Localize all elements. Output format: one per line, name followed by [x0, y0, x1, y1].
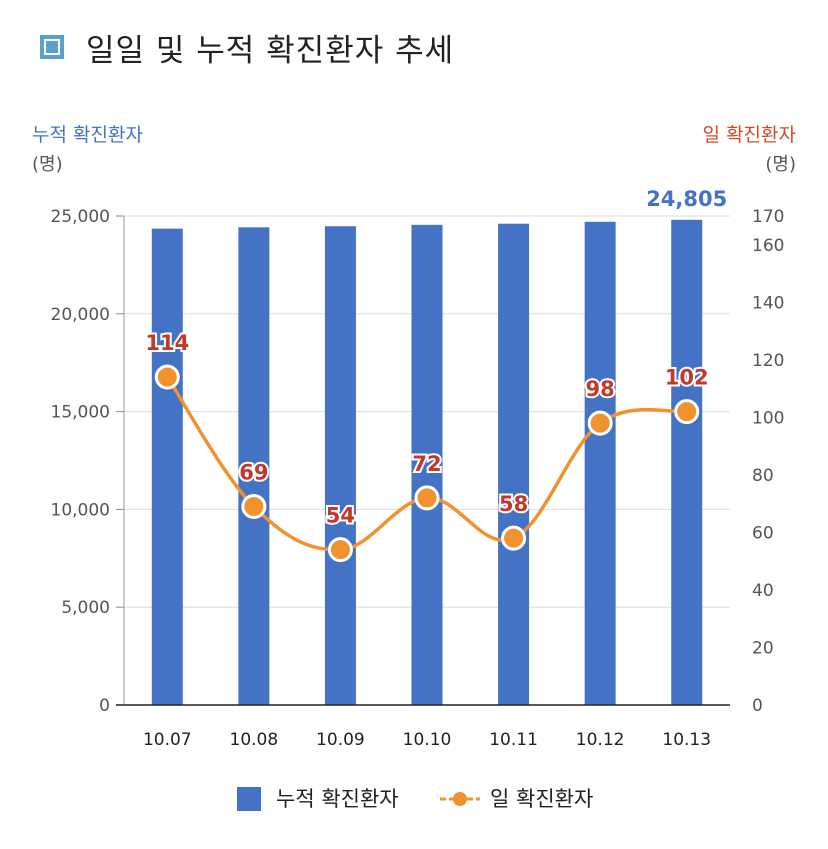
right-axis-unit: (명) [765, 154, 796, 175]
line-value-label: 114 [145, 331, 189, 355]
x-tick-label: 10.07 [143, 730, 192, 750]
right-tick-label: 20 [752, 638, 774, 658]
line-point [501, 525, 527, 551]
bar [238, 227, 270, 706]
bar [324, 226, 356, 705]
line-value-label: 102 [665, 366, 709, 390]
x-tick-label: 10.08 [230, 730, 279, 750]
bar [151, 228, 183, 705]
left-tick-label: 10,000 [51, 500, 110, 520]
chart-title: 일일 및 누적 확진환자 추세 [86, 32, 455, 69]
right-tick-label: 140 [752, 293, 784, 313]
chart-title-row: 일일 및 누적 확진환자 추세 [40, 22, 454, 72]
left-tick-label: 20,000 [51, 305, 110, 325]
line-point [154, 364, 180, 390]
legend-line-label: 일 확진환자 [490, 787, 593, 811]
right-tick-label: 100 [752, 408, 784, 428]
bar-value-label: 24,805 [646, 187, 727, 211]
line-value-label: 98 [586, 377, 615, 401]
line-point [674, 399, 700, 425]
right-axis-title: 일 확진환자 [703, 124, 796, 146]
right-tick-label: 120 [752, 351, 784, 371]
left-tick-label: 25,000 [51, 207, 110, 227]
line-value-label: 54 [326, 504, 355, 528]
line-point [587, 410, 613, 436]
legend: 누적 확진환자 일 확진환자 [237, 787, 593, 811]
bar [498, 223, 530, 705]
right-tick-label: 0 [752, 696, 763, 716]
left-axis-unit: (명) [32, 154, 63, 175]
line-value-label: 72 [412, 452, 441, 476]
bar [671, 219, 703, 705]
line-point [327, 537, 353, 563]
legend-line-marker [453, 792, 467, 806]
x-tick-label: 10.09 [316, 730, 365, 750]
bar [584, 221, 616, 705]
left-axis-title: 누적 확진환자 [32, 124, 143, 146]
right-tick-label: 170 [752, 207, 784, 227]
line-value-label: 58 [499, 492, 528, 516]
legend-bar-label: 누적 확진환자 [276, 787, 399, 811]
x-tick-label: 10.10 [403, 730, 452, 750]
x-tick-label: 10.12 [576, 730, 625, 750]
x-tick-label: 10.13 [662, 730, 711, 750]
line-point [414, 485, 440, 511]
x-tick-label: 10.11 [489, 730, 538, 750]
line-value-label: 69 [239, 461, 268, 485]
right-tick-label: 40 [752, 581, 774, 601]
left-tick-label: 5,000 [61, 598, 110, 618]
line-point [241, 494, 267, 520]
right-tick-label: 160 [752, 236, 784, 256]
square-icon [40, 35, 64, 59]
right-tick-label: 80 [752, 466, 774, 486]
right-tick-label: 60 [752, 523, 774, 543]
legend-bar-swatch [237, 787, 261, 811]
left-tick-label: 0 [99, 696, 110, 716]
bar [411, 224, 443, 705]
left-tick-label: 15,000 [51, 403, 110, 423]
